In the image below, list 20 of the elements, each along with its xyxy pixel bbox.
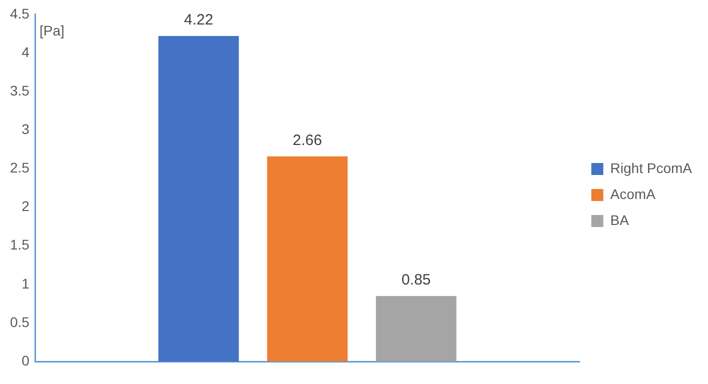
y-tick-label: 3 (22, 120, 30, 137)
y-tick-label: 0 (22, 352, 30, 368)
data-label: 0.85 (402, 272, 431, 289)
y-tick-label: 4 (22, 44, 30, 60)
y-tick-label: 1.5 (10, 236, 30, 253)
y-tick-label: 4.5 (10, 5, 30, 22)
y-axis-title: [Pa] (39, 22, 64, 38)
bar (267, 156, 348, 362)
bar (376, 296, 456, 362)
data-label: 2.66 (292, 132, 322, 150)
bar (158, 36, 239, 362)
y-tick-label: 2.5 (10, 160, 30, 176)
y-tick-label: 2 (22, 198, 30, 214)
legend-label: AcomA (610, 186, 656, 202)
y-tick-label: 0.5 (10, 314, 30, 330)
y-tick-label: 1 (22, 275, 30, 292)
legend-label: BA (610, 212, 630, 228)
data-label: 4.22 (184, 12, 214, 29)
y-tick-label: 3.5 (10, 82, 30, 98)
legend-label: Right PcomA (610, 160, 693, 176)
